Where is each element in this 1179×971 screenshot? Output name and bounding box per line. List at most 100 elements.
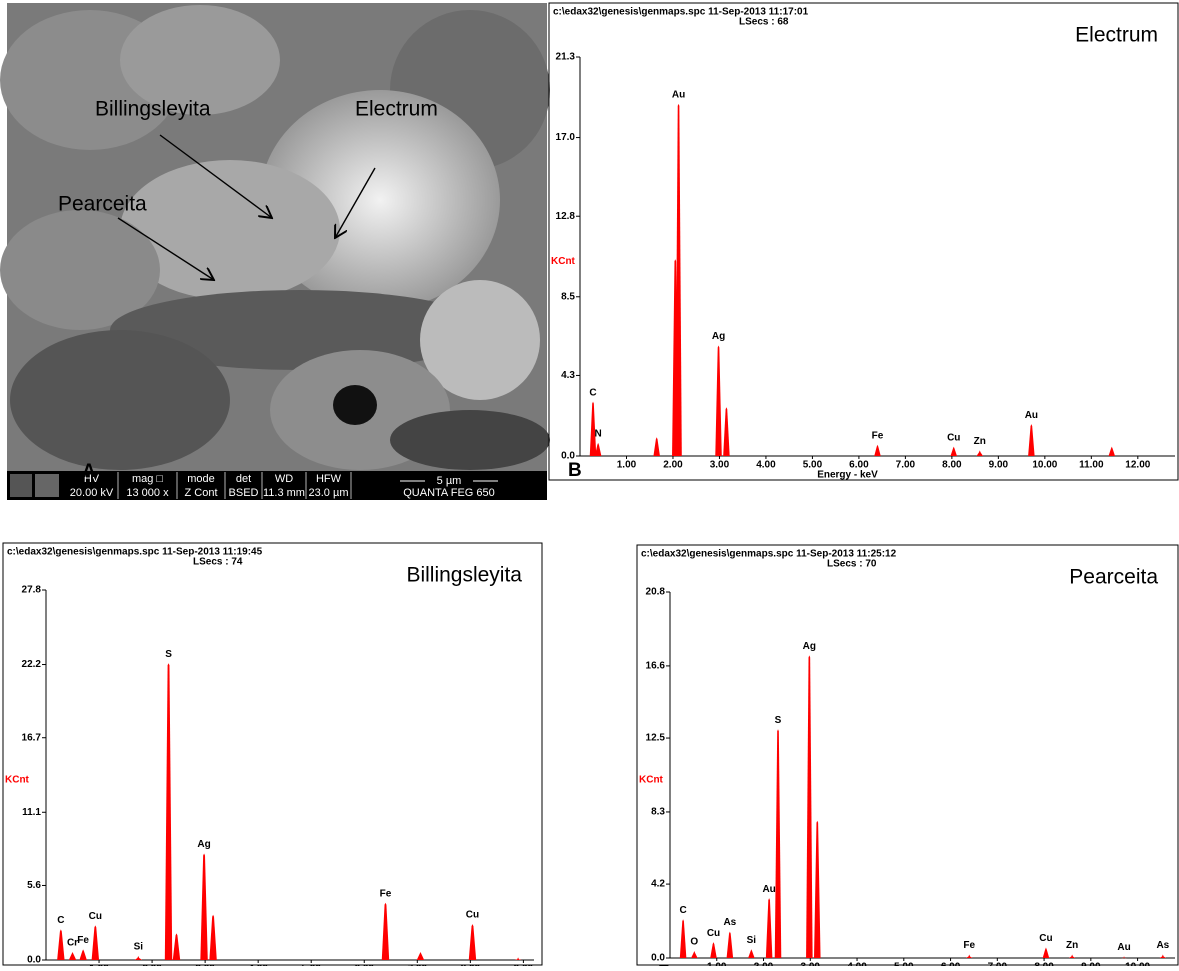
- peak: [57, 929, 65, 960]
- x-tick-label: 10.00: [1032, 460, 1057, 471]
- peak: [1108, 446, 1116, 456]
- peak-label: Au: [1117, 942, 1130, 953]
- info-header: mag □: [132, 473, 163, 485]
- peak: [1159, 954, 1167, 958]
- peak: [710, 942, 717, 958]
- peak: [950, 446, 957, 456]
- peak-label: Ag: [712, 331, 725, 342]
- peak-label: S: [165, 649, 172, 660]
- x-tick-label: 6.00: [849, 460, 869, 471]
- scale-bar-label: 5 µm: [437, 475, 462, 487]
- peak-label: Cu: [947, 432, 960, 443]
- y-tick-label: 0.0: [561, 451, 575, 462]
- x-tick-label: 10.00: [1125, 962, 1150, 966]
- live-time: LSecs : 74: [193, 557, 243, 568]
- info-header: HFW: [316, 473, 342, 485]
- peak-label: C: [57, 915, 64, 926]
- x-tick-label: 2.00: [754, 962, 774, 966]
- y-tick-label: 16.7: [22, 732, 42, 743]
- peak: [965, 954, 973, 958]
- peak: [806, 655, 813, 958]
- sem-image: [0, 3, 550, 471]
- peak-label: Zn: [1066, 940, 1078, 951]
- peak: [874, 444, 881, 456]
- y-axis-label: KCnt: [551, 256, 576, 267]
- live-time: LSecs : 68: [739, 17, 789, 28]
- x-axis-label: Energy - keV: [817, 470, 878, 481]
- y-tick-label: 0.0: [651, 953, 665, 964]
- x-tick-label: 9.00: [1081, 962, 1101, 966]
- x-tick-label: 4.00: [847, 962, 867, 966]
- peak-label: Fe: [872, 430, 884, 441]
- spectrum-header: c:\edax32\genesis\genmaps.spc 11-Sep-201…: [641, 549, 897, 560]
- info-bar: [7, 471, 547, 500]
- y-tick-label: 12.5: [646, 733, 666, 744]
- peak: [209, 914, 217, 960]
- peak-label: As: [723, 917, 736, 928]
- info-header: det: [236, 473, 251, 485]
- peak: [79, 949, 87, 960]
- peak-label: Au: [1025, 410, 1038, 421]
- peak-label: Ag: [803, 641, 816, 652]
- peak: [68, 952, 77, 960]
- peak: [594, 442, 602, 456]
- peak-label: Au: [672, 89, 685, 100]
- peak-label: Au: [762, 884, 775, 895]
- panel-letter: D: [658, 962, 672, 966]
- peak-label: Cu: [466, 910, 479, 921]
- peak-label: O: [690, 937, 698, 948]
- y-axis-label: KCnt: [639, 775, 664, 786]
- spectrum-header: c:\edax32\genesis\genmaps.spc 11-Sep-201…: [553, 7, 809, 18]
- sem-label: Electrum: [355, 98, 438, 121]
- peak: [726, 931, 734, 958]
- live-time: LSecs : 70: [827, 559, 877, 570]
- x-tick-label: 7.00: [896, 460, 916, 471]
- y-tick-label: 16.6: [646, 661, 666, 672]
- x-tick-label: 9.00: [989, 460, 1009, 471]
- peak-label: As: [1156, 940, 1169, 951]
- peak: [715, 345, 722, 456]
- y-tick-label: 4.3: [561, 370, 575, 381]
- info-header: HV: [84, 473, 100, 485]
- peak: [164, 663, 173, 960]
- peak: [589, 401, 597, 456]
- y-tick-label: 12.8: [556, 211, 576, 222]
- chart-title: Electrum: [1075, 24, 1158, 47]
- info-header: WD: [275, 473, 293, 485]
- peak-label: S: [775, 715, 782, 726]
- x-tick-label: 5.00: [894, 962, 914, 966]
- y-tick-label: 21.3: [556, 52, 576, 63]
- peak: [675, 103, 682, 456]
- chart-title: Pearceita: [1069, 566, 1158, 589]
- peak-label: Si: [134, 942, 144, 953]
- peak: [1042, 947, 1050, 958]
- x-tick-label: 6.00: [941, 962, 961, 966]
- panel-letter: B: [568, 460, 582, 481]
- info-value: 20.00 kV: [70, 487, 114, 499]
- peak-label: Cr: [67, 938, 78, 949]
- peak: [200, 853, 208, 960]
- peak: [976, 450, 984, 456]
- y-tick-label: 8.3: [651, 807, 665, 818]
- peak: [1028, 424, 1035, 456]
- peak: [381, 902, 390, 960]
- peak-label: Cu: [1039, 933, 1052, 944]
- y-axis-label: KCnt: [5, 775, 30, 786]
- peak: [723, 407, 730, 456]
- chart-title: Billingsleyita: [406, 564, 522, 587]
- peak: [468, 924, 477, 960]
- peak: [679, 919, 687, 958]
- peak-label: C: [679, 905, 686, 916]
- panel-frame: [636, 544, 1179, 966]
- peak-label: Cu: [707, 928, 720, 939]
- peak: [514, 957, 522, 960]
- sem-label: Billingsleyita: [95, 98, 211, 121]
- y-tick-label: 4.2: [651, 879, 665, 890]
- x-tick-label: 2.00: [663, 460, 683, 471]
- instrument: QUANTA FEG 650: [403, 487, 495, 499]
- peak-label: Si: [747, 935, 757, 946]
- y-tick-label: 0.0: [27, 955, 41, 966]
- peak-label: C: [589, 387, 596, 398]
- y-tick-label: 8.5: [561, 291, 575, 302]
